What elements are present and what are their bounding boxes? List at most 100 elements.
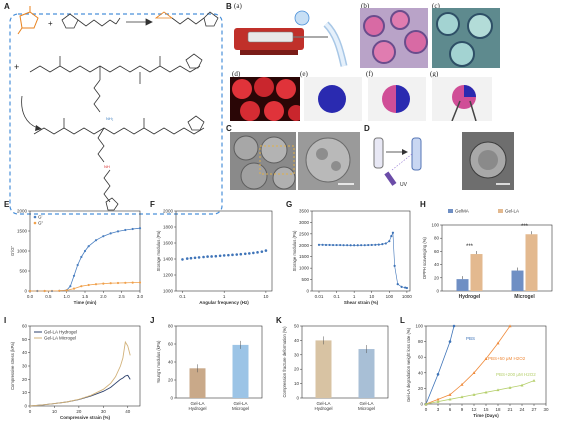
panel-label-e: E [4,200,10,209]
plot-frame [311,210,411,292]
data-point [472,393,476,396]
data-point [243,252,247,256]
plot-frame [175,325,263,399]
y-tick-label: 1400 [163,257,174,262]
data-point [496,388,500,392]
data-point [218,254,222,258]
data-point [210,255,213,258]
chart-g-strain-sweep: 0 500 1000 1500 2000 2500 3000 3500 Storage modu… [292,209,412,306]
y-tick-label: 0 [296,396,299,401]
y-tick-label: 30 [22,364,28,369]
gelatin-backbone-1 [29,53,203,113]
legend-label: Gel-LA [505,209,519,214]
chart-i-compression: 0 10 20 30 40 50 60 Compressive stress (kPa) Com… [10,324,141,420]
significance-label: *** [466,244,474,250]
y-tick-label: 0 [24,404,27,409]
legend-marker [33,221,37,225]
x-axis-label: Shear strain (%) [344,300,379,305]
bar [470,254,483,291]
panel-label-f: F [150,200,155,209]
legend-swatch [448,209,453,213]
data-point [349,244,352,247]
legend-swatch [498,209,503,213]
data-point [472,371,476,374]
data-point [124,281,127,284]
data-point [189,256,193,260]
data-point [138,227,142,230]
data-point [76,263,79,267]
data-point [381,243,384,246]
y-tick-label: 1800 [163,225,174,230]
data-point [448,340,452,343]
blue-gel-image [304,77,362,121]
data-point [353,244,356,247]
x-tick-label: 3.0 [137,294,144,299]
series-line-0 [425,325,455,405]
droplet-zoom [294,10,310,26]
fluorescent-microgels [230,77,300,121]
panel-label-l: L [400,316,405,325]
y-tick-label: 20 [418,386,424,391]
bar [189,368,206,398]
x-tick-label: 9 [461,407,464,412]
amide-bond: NH [104,164,110,169]
y-tick-label: 0 [436,289,439,294]
data-point [87,245,90,248]
data-point [388,240,391,243]
legend-label: G'' [38,221,43,226]
chart-h-dpph: 0 20 40 60 80 100 DPPH scavenging (%) Hydrogel *… [422,209,553,300]
subpanel-label-c: (c) [432,2,440,10]
data-point [339,243,342,247]
y-tick-label: 2000 [163,209,174,214]
y-tick-label: 2500 [299,231,310,236]
y-tick-label: 20 [168,378,174,383]
category-label: Microgel [514,294,535,300]
y-tick-label: 40 [294,338,300,343]
data-point [109,282,112,285]
category-label: Gel-LA [359,401,373,406]
x-tick-label: 100 [386,294,394,299]
data-point [436,373,440,376]
y-tick-label: 0 [306,289,309,294]
data-point [264,249,268,252]
data-point [363,244,366,247]
y-axis-label: Compression fracture deformation (%) [282,326,287,398]
x-tick-label: 12 [471,407,477,412]
subpanel-label-f: (f) [366,70,373,78]
y-tick-label: 0 [24,289,27,294]
data-point [131,227,134,231]
data-point [197,256,201,259]
series-line-0 [30,227,141,292]
y-tick-label: 500 [19,269,27,274]
data-point [227,253,230,257]
data-point [260,250,264,253]
data-point [231,253,234,257]
data-point [72,287,76,290]
lipoic-acid [61,13,121,29]
data-point [214,254,218,258]
x-tick-label: 1.0 [64,294,71,299]
data-point [65,289,68,292]
y-axis-label: Storage modulus (Pa) [156,230,161,271]
bar [232,344,249,398]
data-point [239,252,243,256]
data-point [317,243,321,246]
data-point [69,285,72,288]
sem-image-high-mag [298,132,360,190]
y-tick-label: 80 [418,339,424,344]
category-label: Hydrogel [314,406,332,411]
data-point [116,230,120,233]
data-point [116,281,120,285]
x-tick-label: 30 [543,407,549,412]
data-point [393,264,396,267]
uv-label: UV [400,182,408,188]
sem-microgel-image [462,132,514,190]
two-color-gel-image [368,77,426,121]
gelatin-backbone-2 [33,115,205,163]
data-point [436,400,440,403]
panel-label-i: I [4,316,7,325]
x-tick-label: 0.01 [315,294,324,299]
data-point [185,257,189,260]
y-tick-label: 100 [431,223,439,228]
